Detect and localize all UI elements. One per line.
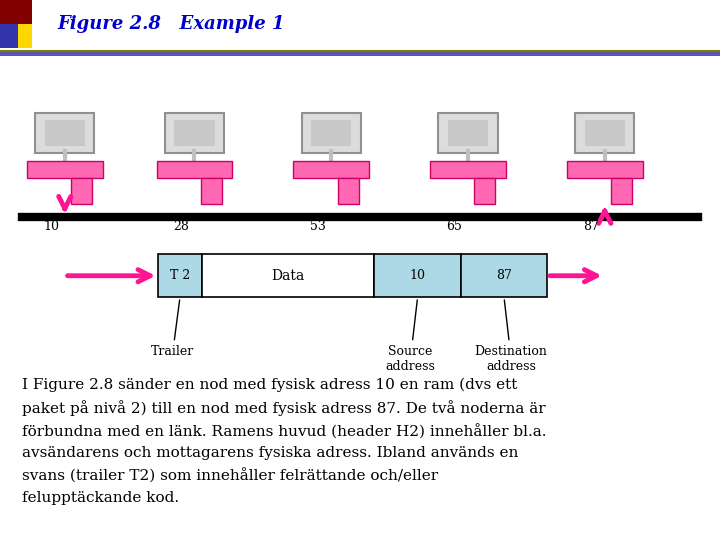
Bar (202, 254, 374, 297)
Text: Trailer: Trailer (151, 300, 194, 359)
Text: Data: Data (271, 269, 305, 283)
FancyBboxPatch shape (165, 113, 224, 153)
Text: I Figure 2.8 sänder en nod med fysisk adress 10 en ram (dvs ett
paket på nivå 2): I Figure 2.8 sänder en nod med fysisk ad… (22, 377, 546, 505)
Bar (0, 51, 720, 56)
FancyBboxPatch shape (35, 113, 94, 153)
Bar (45, 120, 85, 146)
Text: 10: 10 (410, 269, 426, 282)
FancyBboxPatch shape (611, 178, 632, 204)
Bar (311, 120, 351, 146)
Text: Figure 2.8   Example 1: Figure 2.8 Example 1 (58, 15, 285, 33)
Bar (0, 24, 18, 48)
FancyBboxPatch shape (27, 160, 103, 178)
Bar (374, 254, 461, 297)
Text: 28: 28 (173, 220, 189, 233)
FancyBboxPatch shape (71, 178, 92, 204)
FancyBboxPatch shape (567, 160, 643, 178)
Text: 65: 65 (446, 220, 462, 233)
Bar (0, 0, 32, 48)
Bar (18, 24, 32, 48)
Text: T 2: T 2 (170, 269, 190, 282)
Bar (448, 120, 488, 146)
FancyBboxPatch shape (201, 178, 222, 204)
Text: 87: 87 (496, 269, 512, 282)
Text: 53: 53 (310, 220, 325, 233)
FancyBboxPatch shape (575, 113, 634, 153)
Text: Destination
address: Destination address (474, 300, 548, 373)
FancyBboxPatch shape (294, 160, 369, 178)
FancyBboxPatch shape (338, 178, 359, 204)
FancyBboxPatch shape (157, 160, 232, 178)
Bar (174, 120, 215, 146)
Text: 87: 87 (583, 220, 599, 233)
Bar (158, 254, 202, 297)
Text: Source
address: Source address (385, 300, 436, 373)
FancyBboxPatch shape (302, 113, 361, 153)
FancyBboxPatch shape (431, 160, 505, 178)
FancyBboxPatch shape (438, 113, 498, 153)
FancyBboxPatch shape (474, 178, 495, 204)
Bar (461, 254, 547, 297)
Text: 10: 10 (43, 220, 59, 233)
Bar (585, 120, 625, 146)
